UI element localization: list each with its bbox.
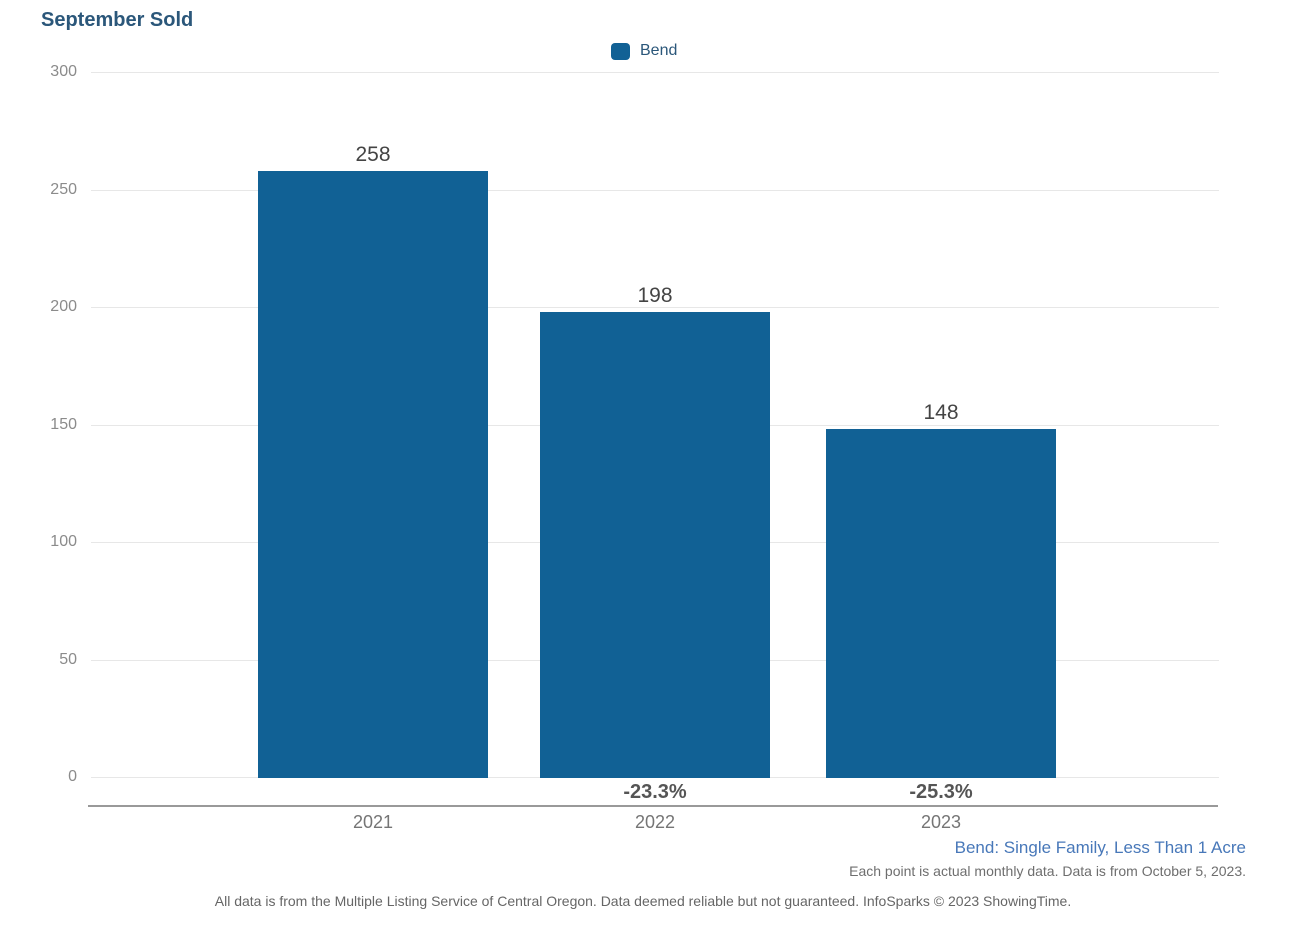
chart-title: September Sold [41,9,194,31]
y-axis-tick-label: 100 [50,533,77,550]
y-axis-tick-label: 50 [59,650,77,668]
bar-value-label: 198 [637,283,673,307]
series-description-note: Bend: Single Family, Less Than 1 Acre [954,838,1246,857]
bar-2022[interactable] [540,311,770,778]
legend-item-bend[interactable]: Bend [611,42,677,60]
bar-value-label: 148 [923,401,959,425]
legend-label: Bend [640,42,678,59]
data-date-note: Each point is actual monthly data. Data … [849,863,1246,879]
legend: Bend [611,42,677,60]
pct-change-label: -23.3% [623,781,687,803]
gridline [91,307,1219,308]
x-axis-line [88,805,1218,807]
y-axis-tick-label: 250 [50,180,77,198]
y-axis-tick-label: 0 [68,768,77,785]
x-axis-tick-label: 2023 [920,812,962,832]
gridline [91,189,1219,191]
gridline [91,72,1219,73]
x-axis-tick-label: 2022 [634,812,676,832]
legend-swatch-icon [611,42,630,60]
disclaimer-text: All data is from the Multiple Listing Se… [214,893,1072,909]
bar-2023[interactable] [826,429,1056,778]
x-axis-tick-label: 2021 [352,812,394,832]
pct-change-label: -25.3% [909,781,973,803]
y-axis-tick-label: 300 [50,63,77,80]
y-axis-tick-label: 150 [50,415,77,433]
y-axis-tick-label: 200 [50,298,77,315]
bar-2021[interactable] [258,170,488,778]
bar-value-label: 258 [355,142,391,166]
